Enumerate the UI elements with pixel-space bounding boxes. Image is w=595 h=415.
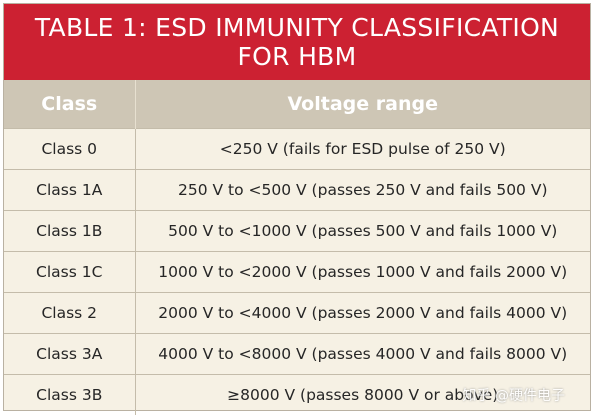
voltage-range-cell: 250 V to <500 V (passes 250 V and fails … (135, 169, 590, 211)
column-header-voltage-range: Voltage range (135, 80, 590, 129)
table-row: Class 2 2000 V to <4000 V (passes 2000 V… (4, 292, 590, 334)
class-cell: Class 0 (4, 128, 136, 170)
class-cell: Class 3A (4, 333, 136, 375)
esd-classification-table: Class Voltage range Class 0 <250 V (fail… (4, 80, 590, 415)
table-row: Class 1C 1000 V to <2000 V (passes 1000 … (4, 251, 590, 293)
table-title-line-1: TABLE 1: ESD IMMUNITY CLASSIFICATION (34, 13, 560, 42)
table-row: Class 1B 500 V to <1000 V (passes 500 V … (4, 210, 590, 252)
table-header-row: Class Voltage range (4, 80, 590, 129)
class-cell: Class 3B (4, 374, 136, 415)
voltage-range-cell: 2000 V to <4000 V (passes 2000 V and fai… (135, 292, 590, 334)
voltage-range-cell: 4000 V to <8000 V (passes 4000 V and fai… (135, 333, 590, 375)
classification-table-panel: TABLE 1: ESD IMMUNITY CLASSIFICATION FOR… (3, 3, 591, 415)
table-row: Class 0 <250 V (fails for ESD pulse of 2… (4, 128, 590, 170)
voltage-range-cell: <250 V (fails for ESD pulse of 250 V) (135, 128, 590, 170)
class-cell: Class 1C (4, 251, 136, 293)
class-cell: Class 2 (4, 292, 136, 334)
voltage-range-cell: ≥8000 V (passes 8000 V or above) (135, 374, 590, 415)
column-header-class: Class (4, 80, 136, 129)
table-row: Class 1A 250 V to <500 V (passes 250 V a… (4, 169, 590, 211)
class-cell: Class 1B (4, 210, 136, 252)
table-row: Class 3A 4000 V to <8000 V (passes 4000 … (4, 333, 590, 375)
class-cell: Class 1A (4, 169, 136, 211)
table-row: Class 3B ≥8000 V (passes 8000 V or above… (4, 374, 590, 415)
watermark: 知乎 @硬件电子 (462, 388, 565, 404)
voltage-range-cell: 1000 V to <2000 V (passes 1000 V and fai… (135, 251, 590, 293)
table-title-line-2: FOR HBM (237, 42, 357, 71)
voltage-range-cell: 500 V to <1000 V (passes 500 V and fails… (135, 210, 590, 252)
table-title: TABLE 1: ESD IMMUNITY CLASSIFICATION FOR… (4, 4, 590, 80)
